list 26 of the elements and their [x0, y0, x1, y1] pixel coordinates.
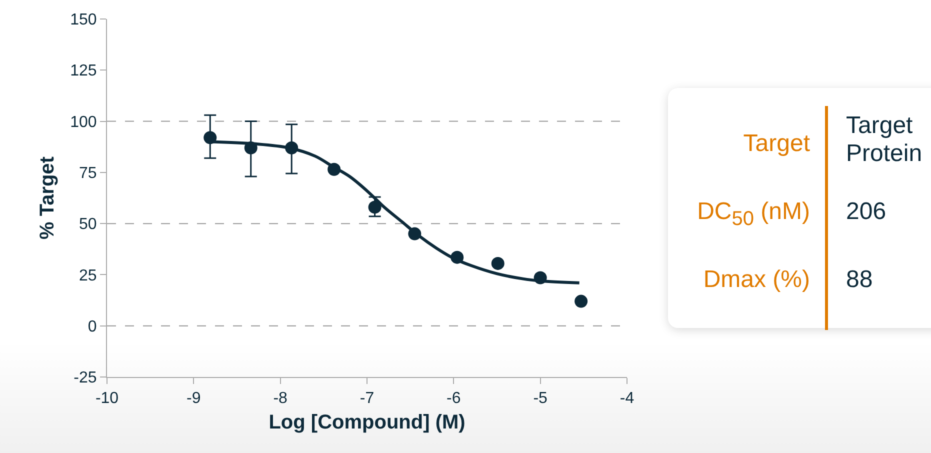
- x-tick-label: -10: [95, 390, 119, 408]
- y-tick-label: 150: [70, 12, 97, 29]
- text: DC$_{50}$ (nM): [697, 198, 810, 231]
- x-tick-label: -8: [273, 390, 288, 408]
- y-tick-label: 125: [70, 62, 97, 80]
- point: [204, 131, 217, 144]
- text: Target Protein: [846, 112, 924, 168]
- text: 206: [846, 198, 888, 226]
- x-tick-label: -9: [186, 390, 201, 408]
- y-tick-label: 0: [88, 318, 97, 336]
- x-tick-label: -7: [360, 390, 374, 408]
- y-tick-label: 100: [70, 114, 97, 131]
- text: Dmax (%): [703, 266, 810, 294]
- point: [574, 294, 588, 308]
- point: [491, 256, 504, 270]
- y-tick-label: 75: [79, 165, 97, 182]
- y-tick-label: -25: [74, 370, 97, 387]
- x-tick-label: -5: [533, 390, 548, 408]
- text: 88: [846, 266, 874, 294]
- x-tick-label: -4: [620, 390, 634, 408]
- y-tick-label: 25: [79, 267, 97, 284]
- text: Target: [743, 130, 810, 158]
- x-axis-title: Log [Compound] (M): [268, 412, 466, 434]
- y-axis-title: % Target: [36, 156, 59, 240]
- x-tick-label: -6: [446, 390, 461, 408]
- y-tick-label: 50: [79, 216, 97, 234]
